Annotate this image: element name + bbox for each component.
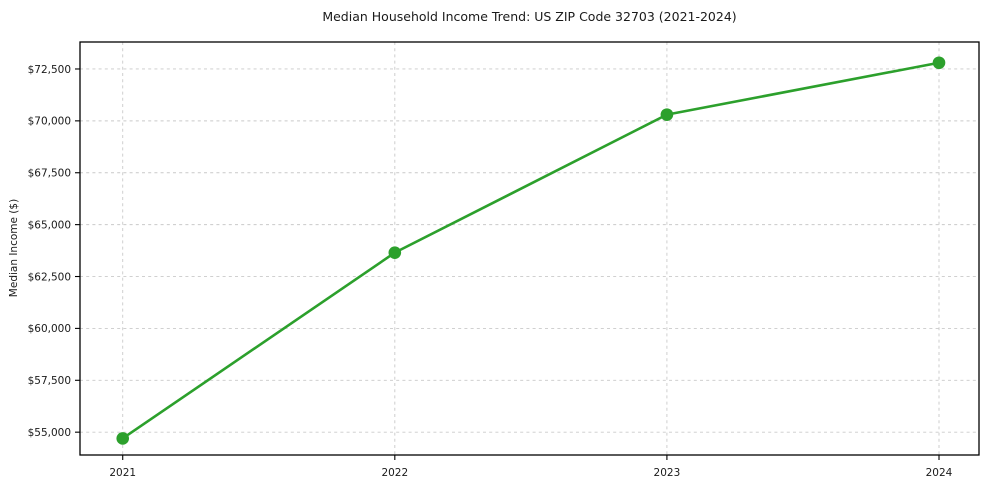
chart-title: Median Household Income Trend: US ZIP Co… xyxy=(322,9,737,24)
y-tick-label: $70,000 xyxy=(28,116,71,128)
y-tick-label: $65,000 xyxy=(28,219,71,231)
x-tick-label: 2022 xyxy=(381,467,408,479)
data-point-marker xyxy=(388,246,402,259)
data-point-marker xyxy=(660,108,674,121)
x-tick-label: 2021 xyxy=(109,467,136,479)
x-tick-label: 2023 xyxy=(654,467,681,479)
y-tick-label: $62,500 xyxy=(28,271,71,283)
y-axis-label: Median Income ($) xyxy=(8,198,20,298)
data-point-marker xyxy=(116,432,130,445)
y-tick-label: $57,500 xyxy=(28,375,71,387)
data-point-marker xyxy=(932,56,946,70)
y-tick-label: $72,500 xyxy=(28,64,71,76)
y-tick-label: $67,500 xyxy=(28,168,71,180)
x-tick-label: 2024 xyxy=(926,467,953,479)
y-tick-label: $55,000 xyxy=(28,427,71,439)
y-tick-label: $60,000 xyxy=(28,323,71,335)
plot-frame xyxy=(79,41,980,456)
income-trend-line xyxy=(121,61,941,440)
